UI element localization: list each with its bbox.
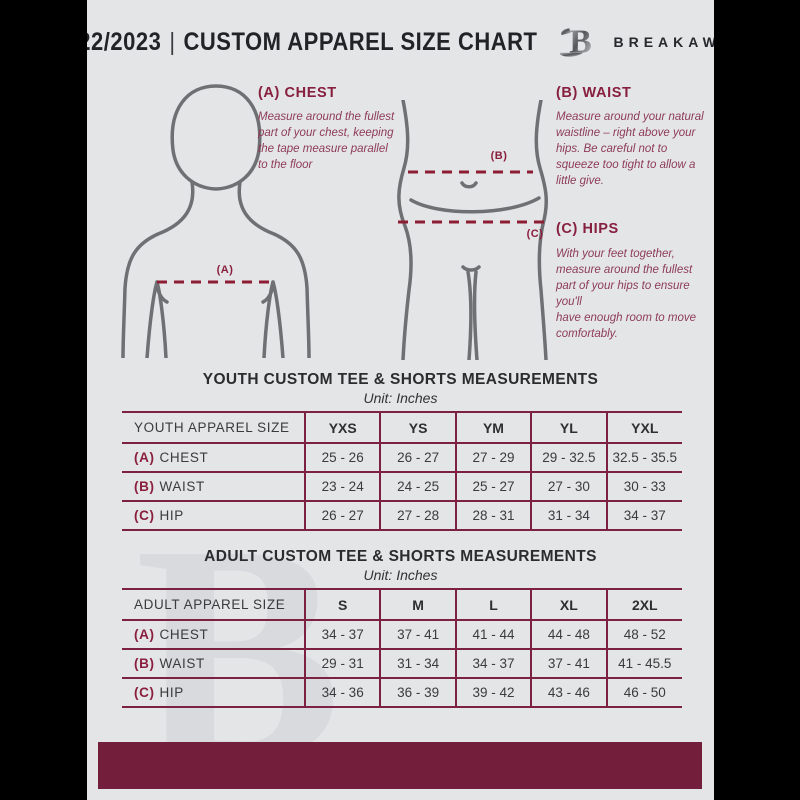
- footer-accent-bar: [98, 742, 702, 789]
- measurement-cell: 26 - 27: [379, 442, 456, 473]
- measurement-cell: 39 - 42: [454, 677, 532, 708]
- youth-unit-label: Unit: Inches: [363, 390, 438, 406]
- waist-heading: (B) WAIST: [556, 85, 632, 101]
- measurement-cell: 28 - 31: [454, 500, 532, 531]
- measurement-cell: 34 - 36: [303, 677, 381, 708]
- measurement-cell: 37 - 41: [530, 648, 607, 679]
- measurement-cell: 34 - 37: [454, 648, 532, 679]
- adult-size-header: S: [303, 588, 381, 621]
- table-row: (B) WAIST 29 - 31 31 - 34 34 - 37 37 - 41…: [122, 648, 682, 679]
- chest-heading: (A) CHEST: [258, 85, 337, 101]
- hips-instructions: With your feet together, measure around …: [556, 248, 697, 340]
- measurement-cell: 30 - 33: [605, 471, 682, 502]
- adult-size-header: 2XL: [605, 588, 682, 621]
- measurement-cell: 43 - 46: [530, 677, 607, 708]
- table-row: (C) HIP 34 - 36 36 - 39 39 - 42 43 - 46 4…: [122, 677, 682, 708]
- youth-size-header: YXS: [303, 411, 381, 444]
- adult-size-header: M: [379, 588, 456, 621]
- chest-instructions: Measure around the fullest part of your …: [258, 111, 395, 171]
- title-main: CUSTOM APPAREL SIZE CHART: [183, 27, 538, 56]
- measurement-cell: 23 - 24: [303, 471, 381, 502]
- measurement-cell: 34 - 37: [605, 500, 682, 531]
- measurement-cell: 31 - 34: [530, 500, 607, 531]
- title-separator: |: [169, 27, 176, 56]
- measurement-cell: 29 - 32.5: [530, 442, 607, 473]
- youth-table-header-row: YOUTH APPAREL SIZE YXS YS YM YL YXL: [122, 411, 682, 444]
- measurement-cell: 26 - 27: [303, 500, 381, 531]
- measurement-cell: 37 - 41: [379, 619, 456, 650]
- adult-size-table: ADULT APPAREL SIZE S M L XL 2XL (A) CHEST…: [122, 588, 682, 708]
- table-row: (B) WAIST 23 - 24 24 - 25 25 - 27 27 - 30…: [122, 471, 682, 502]
- row-label: (A) CHEST: [122, 442, 305, 473]
- measurement-cell: 34 - 37: [303, 619, 381, 650]
- measurement-cell: 24 - 25: [379, 471, 456, 502]
- header: 2022/2023|CUSTOM APPAREL SIZE CHART B: [87, 18, 714, 66]
- row-label: (C) HIP: [122, 677, 305, 708]
- row-label: (B) WAIST: [122, 471, 305, 502]
- youth-table-corner-header: YOUTH APPAREL SIZE: [122, 411, 305, 444]
- measurement-cell: 41 - 45.5: [605, 648, 682, 679]
- waist-instructions: Measure around your natural waistline – …: [556, 111, 704, 187]
- adult-table-corner-header: ADULT APPAREL SIZE: [122, 588, 305, 621]
- row-label: (B) WAIST: [122, 648, 305, 679]
- hips-figure: [397, 100, 549, 360]
- adult-table-header-row: ADULT APPAREL SIZE S M L XL 2XL: [122, 588, 682, 621]
- youth-size-header: YXL: [605, 411, 682, 444]
- measurement-cell: 32.5 - 35.5: [605, 442, 682, 473]
- title-year: 2022/2023: [87, 27, 162, 56]
- torso-figure: [121, 84, 311, 358]
- page-panel: B 2022/2023|CUSTOM APPAREL SIZE CHART: [87, 0, 714, 800]
- measurement-cell: 41 - 44: [454, 619, 532, 650]
- svg-text:B: B: [570, 24, 593, 61]
- row-label: (C) HIP: [122, 500, 305, 531]
- adult-section-title: ADULT CUSTOM TEE & SHORTS MEASUREMENTS: [204, 548, 597, 565]
- measurement-cell: 25 - 27: [454, 471, 532, 502]
- youth-section-title: YOUTH CUSTOM TEE & SHORTS MEASUREMENTS: [202, 371, 599, 388]
- measurement-cell: 27 - 28: [379, 500, 456, 531]
- adult-size-header: XL: [530, 588, 607, 621]
- youth-size-table: YOUTH APPAREL SIZE YXS YS YM YL YXL (A) C…: [122, 411, 682, 531]
- measurement-cell: 27 - 30: [530, 471, 607, 502]
- breakaway-logo-icon: B: [560, 24, 593, 61]
- waist-marker-label: (B): [490, 150, 508, 162]
- measurement-cell: 29 - 31: [303, 648, 381, 679]
- measurement-cell: 44 - 48: [530, 619, 607, 650]
- table-row: (A) CHEST 34 - 37 37 - 41 41 - 44 44 - 48…: [122, 619, 682, 650]
- youth-size-header: YM: [454, 411, 532, 444]
- page-title: 2022/2023|CUSTOM APPAREL SIZE CHART: [87, 27, 537, 57]
- table-row: (A) CHEST 25 - 26 26 - 27 27 - 29 29 - 32…: [122, 442, 682, 473]
- brand-block: B BREAKAWAY: [557, 22, 714, 62]
- youth-size-header: YL: [530, 411, 607, 444]
- adult-unit-label: Unit: Inches: [363, 567, 438, 583]
- measurement-cell: 36 - 39: [379, 677, 456, 708]
- hips-heading: (C) HIPS: [556, 221, 619, 237]
- measurement-cell: 27 - 29: [454, 442, 532, 473]
- table-row: (C) HIP 26 - 27 27 - 28 28 - 31 31 - 34 3…: [122, 500, 682, 531]
- chest-marker-label: (A): [216, 264, 234, 276]
- measurement-cell: 46 - 50: [605, 677, 682, 708]
- brand-name: BREAKAWAY: [613, 34, 714, 50]
- hips-marker-label: (C): [526, 228, 544, 240]
- measurement-cell: 48 - 52: [605, 619, 682, 650]
- row-label: (A) CHEST: [122, 619, 305, 650]
- adult-size-header: L: [454, 588, 532, 621]
- youth-size-header: YS: [379, 411, 456, 444]
- measurement-cell: 31 - 34: [379, 648, 456, 679]
- measurement-cell: 25 - 26: [303, 442, 381, 473]
